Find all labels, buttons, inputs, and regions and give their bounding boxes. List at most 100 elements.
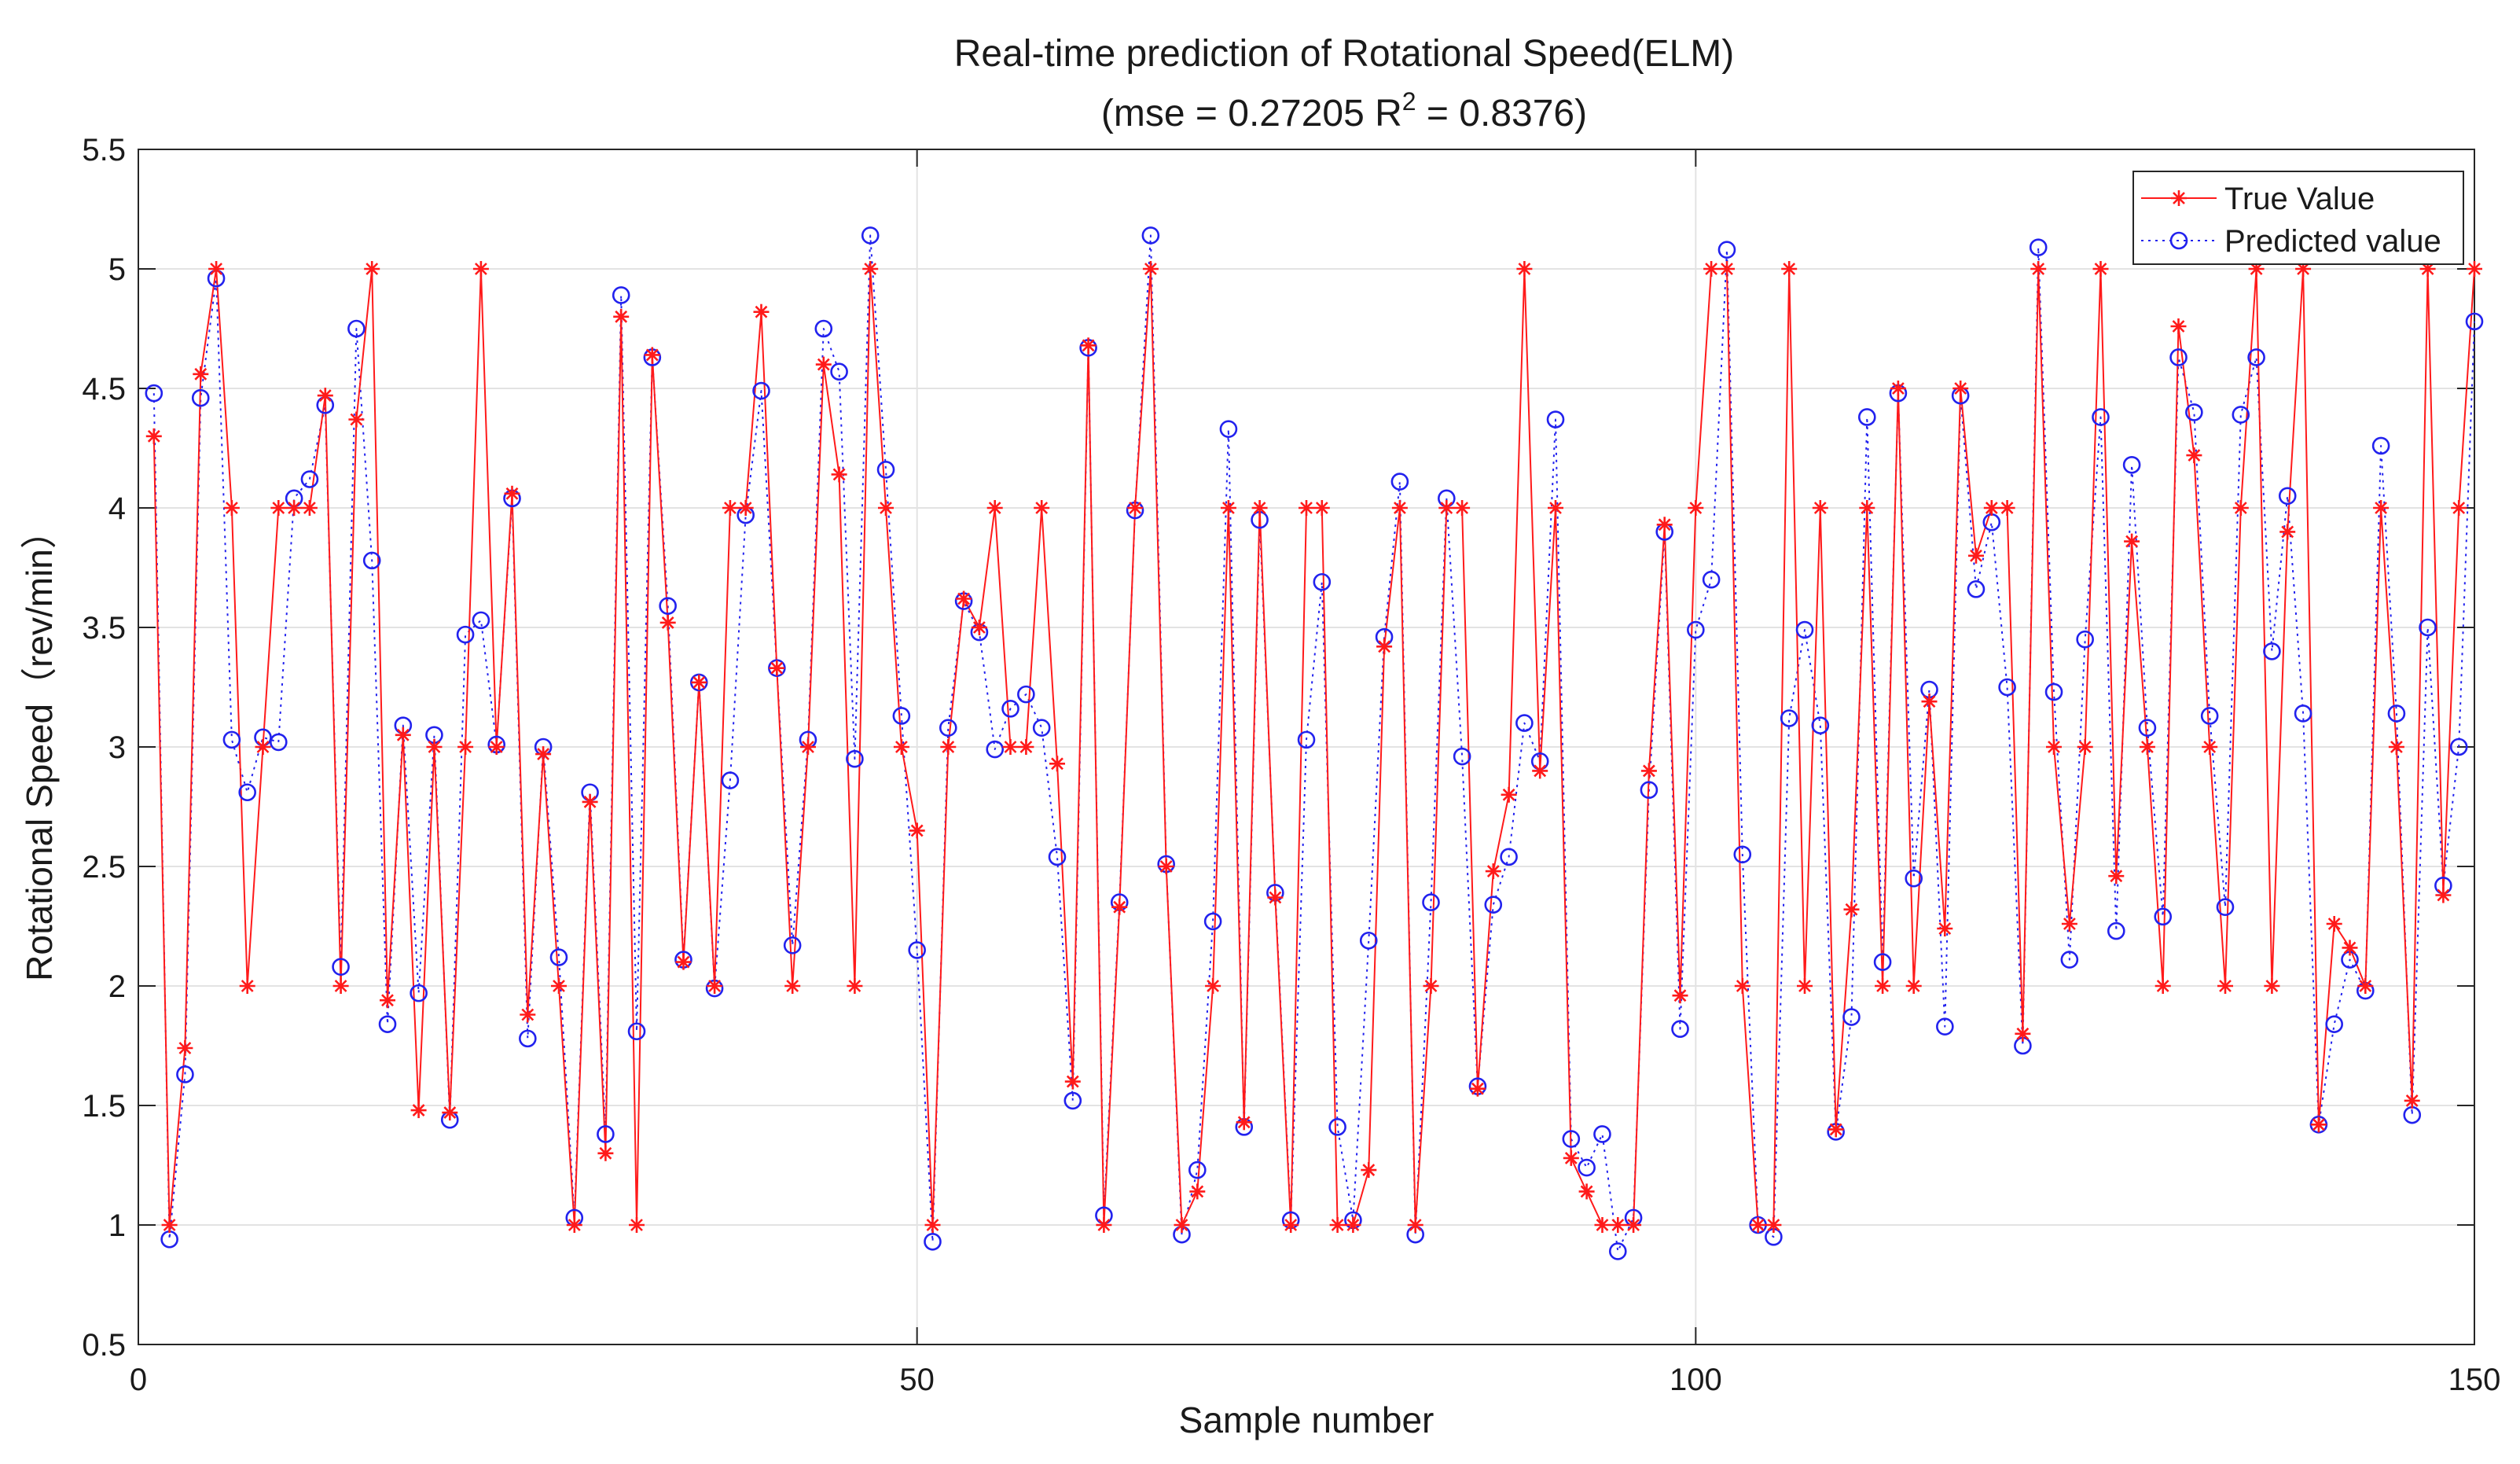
true-value-point [1034, 500, 1050, 516]
predicted-value-point [1500, 848, 1518, 866]
predicted-value-point [2216, 898, 2235, 916]
predicted-value-point [145, 384, 163, 403]
true-value-point [1049, 756, 1065, 772]
true-value-point [1096, 1217, 1112, 1233]
x-axis: 0 50 100 150 [130, 149, 2500, 1397]
true-value-point [1843, 901, 1860, 918]
predicted-value-point [2076, 630, 2094, 649]
true-value-point [1516, 261, 1533, 277]
true-value-point [2030, 261, 2047, 277]
true-value-point [1952, 381, 1969, 396]
predicted-value-point [270, 733, 288, 752]
predicted-value-point [2029, 238, 2048, 256]
true-value-point [1672, 988, 1688, 1004]
predicted-value-point [1795, 620, 1814, 639]
predicted-value-point [876, 461, 895, 479]
predicted-value-point [939, 719, 957, 737]
legend-pred-label: Predicted value [2224, 224, 2441, 259]
true-value-point [1968, 547, 1984, 564]
true-value-point [2092, 261, 2109, 277]
predicted-value-point [2044, 682, 2063, 701]
true-value-point [2264, 978, 2280, 994]
predicted-value-point [238, 783, 256, 802]
predicted-value-point [1780, 709, 1798, 727]
true-value-point [161, 1217, 178, 1233]
true-value-point [722, 500, 738, 516]
true-value-point [2015, 1025, 2031, 1042]
true-value-point [1189, 1183, 1206, 1200]
true-value-point [909, 822, 925, 839]
true-value-point [1626, 1217, 1642, 1233]
true-value-point [737, 500, 754, 516]
predicted-value-point [549, 948, 568, 966]
true-value-point [1127, 500, 1144, 516]
predicted-value-point [924, 1232, 942, 1251]
true-value-point [1485, 863, 1501, 880]
true-value-point [1578, 1183, 1595, 1200]
true-value-point [1656, 517, 1673, 533]
true-value-point [1251, 500, 1268, 516]
true-value-point [1610, 1217, 1626, 1233]
predicted-value-point [1328, 1118, 1346, 1136]
true-value-point [2451, 500, 2467, 516]
predicted-value-point [783, 936, 802, 955]
predicted-value-point [1687, 620, 1705, 639]
true-value-point [1890, 381, 1906, 396]
true-value-point [2279, 524, 2296, 540]
true-value-point [2435, 887, 2452, 903]
true-value-point [831, 466, 847, 483]
y-axis: 0.5 1 1.5 2 2.5 3 3.5 4 4.5 5 5.5 [82, 133, 2474, 1363]
true-value-point [893, 739, 909, 755]
true-value-point [2202, 739, 2218, 755]
true-value-point [1548, 500, 1563, 516]
series-plot [145, 226, 2484, 1260]
predicted-value-point [1593, 1125, 1611, 1143]
y-axis-label: Rotational Speed（rev/min） [19, 513, 60, 981]
true-value-point [1563, 1149, 1579, 1166]
true-value-point [2404, 1092, 2420, 1109]
true-value-point [1329, 1217, 1346, 1233]
true-value-point [753, 303, 770, 320]
true-value-point [1703, 261, 1720, 277]
predicted-value-point [1001, 700, 1019, 718]
predicted-value-point [2371, 436, 2390, 455]
y-tick-label: 0.5 [82, 1328, 126, 1363]
y-tick-label: 3 [108, 730, 126, 765]
true-value-point [924, 1217, 941, 1233]
true-value-point [1999, 500, 2015, 516]
predicted-value-point [1141, 226, 1160, 245]
predicted-value-point [1733, 845, 1752, 864]
legend-pred-marker-icon [2169, 231, 2188, 250]
true-value-point [380, 992, 395, 1009]
true-value-point [286, 500, 303, 516]
predicted-value-point [1608, 1242, 1627, 1260]
predicted-value-point [347, 319, 366, 338]
predicted-value-point [986, 740, 1005, 759]
true-value-point [2357, 978, 2374, 994]
predicted-value-point [659, 597, 677, 615]
true-value-point [1812, 500, 1828, 516]
true-value-point [629, 1217, 645, 1233]
true-value-point [1781, 261, 1798, 277]
true-value-point [317, 388, 333, 404]
true-value-point [2077, 739, 2093, 755]
true-value-point [1828, 1121, 1844, 1138]
true-value-point [582, 793, 598, 810]
y-tick-label: 5 [108, 252, 126, 287]
predicted-value-point [1546, 410, 1565, 429]
true-value-point [691, 674, 707, 690]
y-tick-label: 4.5 [82, 372, 126, 406]
true-value-point [971, 620, 987, 635]
predicted-value-point [1219, 420, 1238, 438]
true-value-point [1797, 978, 1813, 994]
predicted-value-point [861, 226, 880, 245]
true-value-point [2373, 500, 2390, 516]
true-value-point [1875, 978, 1891, 994]
true-value-point [301, 500, 318, 516]
predicted-value-point [519, 1029, 537, 1048]
predicted-value-point [2154, 907, 2173, 926]
predicted-value-point [1359, 931, 1378, 950]
predicted-value-point [2449, 738, 2468, 756]
predicted-value-point [1297, 730, 1316, 749]
y-tick-label: 3.5 [82, 611, 126, 646]
